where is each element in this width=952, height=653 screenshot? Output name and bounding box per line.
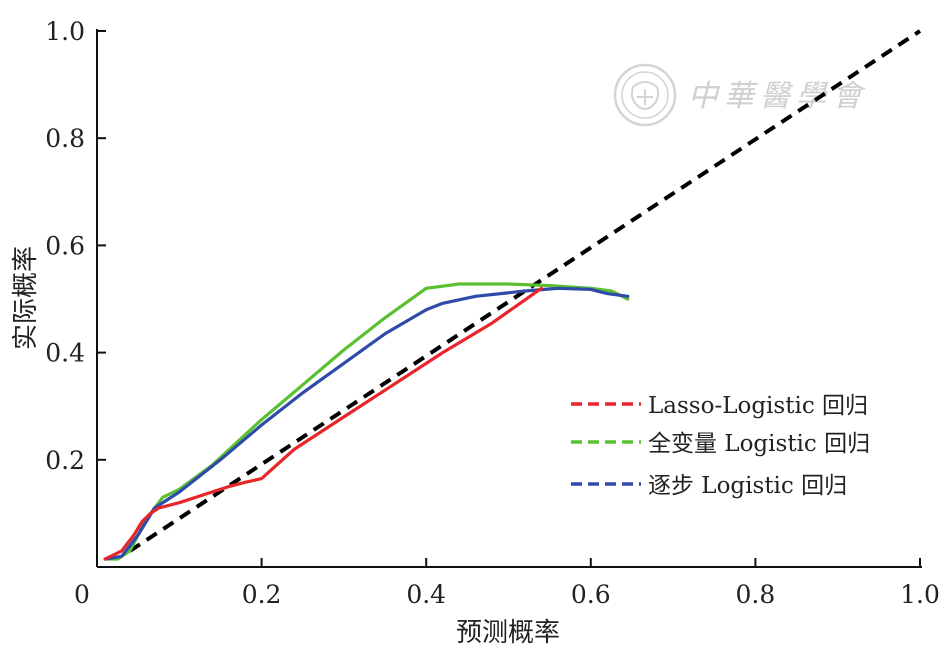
watermark-text: 中華醫學會 xyxy=(688,79,868,114)
x-axis-title: 预测概率 xyxy=(456,618,560,648)
axes: 0.2 0.4 0.6 0.8 1.0 0 0.2 0.4 0.6 0.8 1.0 xyxy=(45,17,940,609)
y-axis-title: 实际概率 xyxy=(11,246,41,350)
y-tick-label: 1.0 xyxy=(45,17,85,46)
legend-label: Lasso-Logistic 回归 xyxy=(648,393,868,419)
x-tick-label: 0.2 xyxy=(242,580,282,609)
legend-label: 全变量 Logistic 回归 xyxy=(648,431,870,457)
y-tick-label: 0.6 xyxy=(45,231,85,260)
reference-line xyxy=(128,29,922,553)
watermark: 中華醫學會 xyxy=(613,63,868,127)
x-tick-label: 0.8 xyxy=(736,580,776,609)
y-tick-label: 0.8 xyxy=(45,124,85,153)
x-tick-label: 0.6 xyxy=(571,580,611,609)
x-tick-label: 1.0 xyxy=(900,580,940,609)
series-group xyxy=(103,282,630,561)
x-tick-label: 0 xyxy=(74,580,90,609)
series-line-3 xyxy=(103,286,630,561)
y-tick-label: 0.4 xyxy=(45,339,85,368)
x-tick-label: 0.4 xyxy=(406,580,446,609)
watermark-seal-icon xyxy=(613,63,677,127)
reference-diagonal xyxy=(128,29,922,553)
legend-label: 逐步 Logistic 回归 xyxy=(648,473,847,499)
series-line-1 xyxy=(103,286,544,561)
y-tick-label: 0.2 xyxy=(45,446,85,475)
